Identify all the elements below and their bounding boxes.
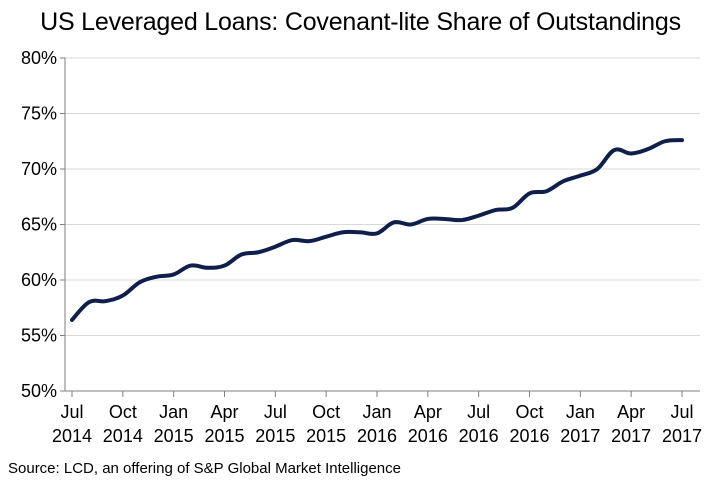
y-tick-label: 60% <box>21 270 57 290</box>
tick-labels: 50% 55% 60% 65% 70% 75% 80% Jul 2014 Oct 2014 Jan 20… <box>21 48 702 446</box>
y-tick-label: 75% <box>21 104 57 124</box>
x-tick-month-label: Oct <box>312 402 340 422</box>
source-note: Source: LCD, an offering of S&P Global M… <box>8 460 401 477</box>
y-tick-label: 70% <box>21 159 57 179</box>
x-tick-year-label: 2017 <box>611 426 651 446</box>
x-tick-year-label: 2015 <box>255 426 295 446</box>
x-tick-year-label: 2014 <box>52 426 92 446</box>
chart-title: US Leveraged Loans: Covenant-lite Share … <box>40 8 681 36</box>
y-tick-label: 55% <box>21 326 57 346</box>
x-tick-month-label: Jul <box>264 402 287 422</box>
x-tick-year-label: 2015 <box>154 426 194 446</box>
x-tick-month-label: Oct <box>515 402 543 422</box>
x-tick-month-label: Jul <box>670 402 693 422</box>
x-tick-year-label: 2016 <box>357 426 397 446</box>
x-tick-month-label: Jan <box>159 402 188 422</box>
x-tick-year-label: 2016 <box>509 426 549 446</box>
x-tick-year-label: 2017 <box>560 426 600 446</box>
x-tick-year-label: 2016 <box>459 426 499 446</box>
y-tick-label: 50% <box>21 381 57 401</box>
x-tick-month-label: Jan <box>566 402 595 422</box>
x-tick-year-label: 2015 <box>306 426 346 446</box>
series-layer <box>70 138 684 322</box>
x-tick-month-label: Jul <box>60 402 83 422</box>
x-tick-month-label: Apr <box>414 402 442 422</box>
y-tick-label: 80% <box>21 48 57 68</box>
x-tick-year-label: 2015 <box>204 426 244 446</box>
axes <box>60 57 700 397</box>
x-tick-month-label: Jan <box>362 402 391 422</box>
x-tick-year-label: 2017 <box>662 426 702 446</box>
series-line <box>70 138 684 322</box>
x-tick-month-label: Apr <box>617 402 645 422</box>
x-tick-month-label: Jul <box>467 402 490 422</box>
y-tick-label: 65% <box>21 215 57 235</box>
x-tick-month-label: Oct <box>109 402 137 422</box>
x-tick-year-label: 2016 <box>408 426 448 446</box>
x-tick-year-label: 2014 <box>103 426 143 446</box>
grid-lines <box>65 57 700 336</box>
x-tick-month-label: Apr <box>210 402 238 422</box>
